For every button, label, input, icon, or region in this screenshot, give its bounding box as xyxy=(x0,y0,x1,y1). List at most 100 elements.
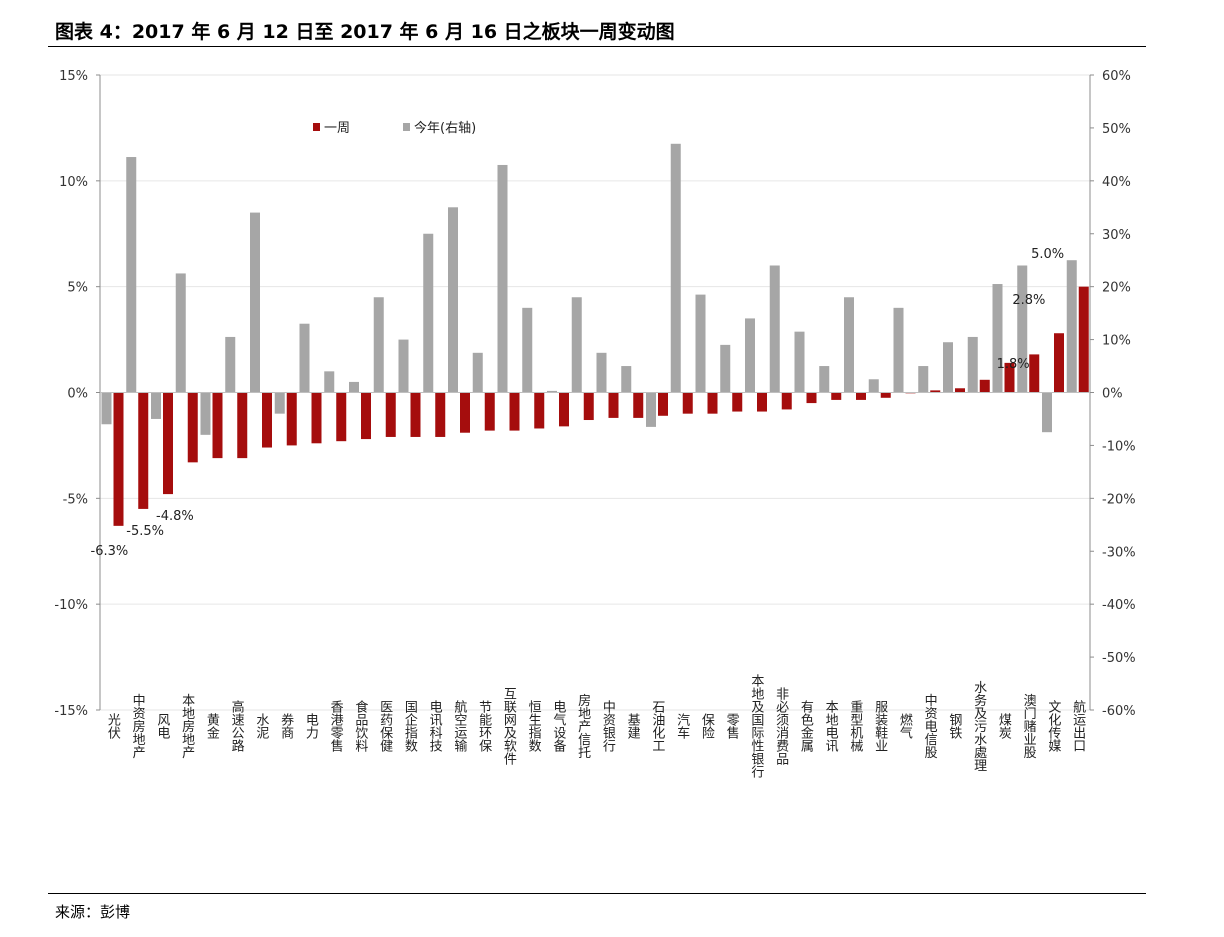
x-tick-label: 石油化工 xyxy=(649,700,665,752)
x-tick-label: 房地产信托 xyxy=(575,693,591,759)
bar-week xyxy=(856,392,866,400)
bar-ytd xyxy=(250,212,260,393)
x-tick-label: 香港零售 xyxy=(328,700,344,752)
y-tick-label-right: 60% xyxy=(1102,69,1131,84)
bar-week xyxy=(138,392,149,509)
data-label: -4.8% xyxy=(156,509,194,524)
bar-ytd xyxy=(646,392,656,427)
y-tick-label-right: -60% xyxy=(1102,704,1136,719)
x-tick-label: 燃气 xyxy=(897,712,913,739)
bar-ytd xyxy=(349,381,359,393)
x-tick-label: 非必须消费品 xyxy=(773,687,789,765)
y-tick-label-right: 40% xyxy=(1102,175,1131,190)
bar-week xyxy=(113,392,124,526)
bar-ytd xyxy=(967,336,978,393)
bar-ytd xyxy=(720,344,731,393)
legend-label-ytd: 今年(右轴) xyxy=(414,120,476,136)
title-rule xyxy=(48,46,1146,47)
bar-week xyxy=(410,392,421,437)
x-tick-label: 中资电信股 xyxy=(922,694,938,760)
legend-swatch-ytd xyxy=(403,123,410,131)
data-label: -5.5% xyxy=(126,524,164,539)
y-tick-label-left: 10% xyxy=(59,175,88,190)
data-label: -6.3% xyxy=(91,544,129,559)
bar-week xyxy=(1054,333,1064,393)
x-tick-label: 服装鞋业 xyxy=(872,700,888,752)
legend-label-week: 一周 xyxy=(324,121,350,136)
y-tick-label-right: -10% xyxy=(1102,439,1136,454)
x-tick-label: 有色金属 xyxy=(798,700,814,753)
x-tick-label: 文化传媒 xyxy=(1045,700,1061,752)
y-tick-label-left: 0% xyxy=(67,387,88,402)
x-tick-label: 电气设备 xyxy=(550,700,566,753)
bar-week xyxy=(1004,362,1015,393)
bar-ytd xyxy=(522,307,533,393)
y-tick-label-right: 0% xyxy=(1102,387,1123,402)
bar-week xyxy=(336,392,347,442)
bar-week xyxy=(262,392,272,448)
bar-ytd xyxy=(992,284,1003,393)
x-tick-label: 互联网及软件 xyxy=(501,687,517,765)
bar-week xyxy=(682,392,693,414)
bar-week xyxy=(707,392,718,414)
bar-week xyxy=(979,379,990,393)
bar-week xyxy=(1078,286,1089,393)
bar-week xyxy=(658,392,668,416)
bar-week xyxy=(237,392,248,459)
y-tick-label-right: -40% xyxy=(1102,598,1136,613)
x-tick-label: 航空运输 xyxy=(451,699,467,752)
x-tick-label: 澳门赌业股 xyxy=(1021,693,1037,760)
x-tick-label: 电讯科技 xyxy=(427,700,443,752)
bar-ytd xyxy=(769,265,780,393)
x-tick-label: 黄金 xyxy=(204,713,220,739)
bar-week xyxy=(460,392,470,433)
bar-ytd xyxy=(670,143,681,393)
x-tick-label: 光伏 xyxy=(105,713,121,739)
bar-ytd xyxy=(695,294,706,393)
x-tick-label: 零售 xyxy=(724,713,740,739)
x-tick-label: 高速公路 xyxy=(229,699,245,752)
bar-ytd xyxy=(844,297,854,393)
bar-week xyxy=(509,392,520,431)
bar-ytd xyxy=(868,379,879,393)
y-tick-label-left: 15% xyxy=(59,69,88,84)
bar-ytd xyxy=(571,297,582,393)
bar-ytd xyxy=(101,392,112,425)
bar-ytd xyxy=(200,392,211,435)
x-tick-label: 国企指数 xyxy=(402,700,418,752)
y-tick-label-right: -20% xyxy=(1102,492,1136,507)
bar-ytd xyxy=(596,352,607,393)
y-tick-label-left: -5% xyxy=(63,492,88,507)
bar-ytd xyxy=(299,323,310,393)
y-tick-label-right: -30% xyxy=(1102,545,1136,560)
x-tick-label: 中资房地产 xyxy=(130,694,146,760)
bar-week xyxy=(806,392,817,404)
bar-ytd xyxy=(398,339,409,393)
bar-week xyxy=(484,392,495,431)
x-tick-label: 基建 xyxy=(625,713,641,740)
bar-ytd xyxy=(745,318,755,393)
bar-ytd xyxy=(423,233,434,393)
bar-ytd xyxy=(1042,392,1052,433)
bar-ytd xyxy=(497,164,508,393)
bar-ytd xyxy=(1066,260,1077,393)
bar-week xyxy=(930,390,941,393)
bar-week xyxy=(385,392,396,437)
bar-ytd xyxy=(943,342,953,393)
bar-week xyxy=(757,392,767,412)
x-tick-label: 保险 xyxy=(699,713,715,739)
bar-ytd xyxy=(621,366,632,393)
bar-week xyxy=(187,392,198,463)
bar-ytd xyxy=(1017,265,1028,393)
legend-swatch-week xyxy=(313,123,320,131)
y-tick-label-right: 10% xyxy=(1102,334,1131,349)
x-tick-label: 本地及国际性银行 xyxy=(748,674,764,779)
y-tick-label-right: 20% xyxy=(1102,281,1131,296)
bar-week xyxy=(608,392,619,418)
bar-ytd xyxy=(448,207,458,393)
x-tick-label: 节能环保 xyxy=(476,700,492,752)
data-label: 1.8% xyxy=(997,357,1030,372)
source-note: 来源：彭博 xyxy=(55,903,131,921)
bar-week xyxy=(732,392,743,412)
